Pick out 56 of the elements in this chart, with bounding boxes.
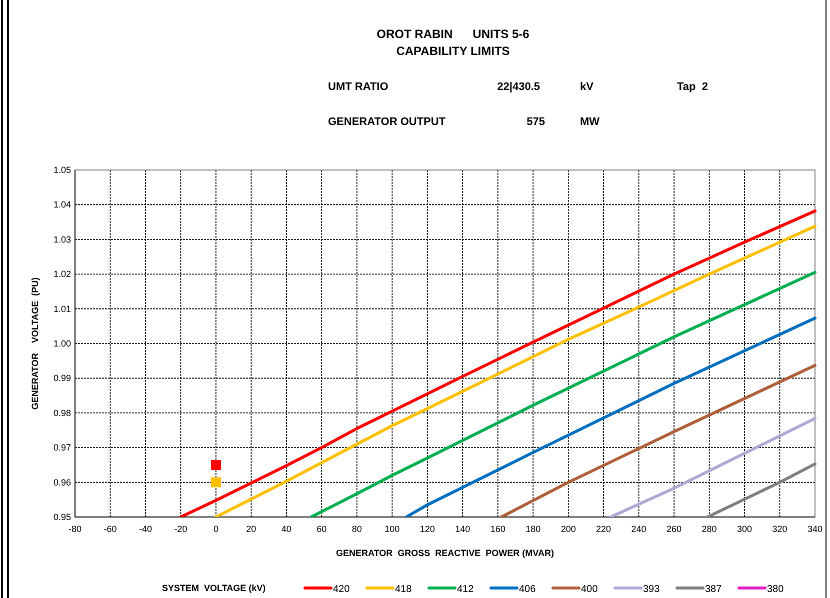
x-tick-label: 80 (352, 524, 362, 534)
line-series (404, 316, 816, 517)
x-tick-label: 40 (281, 524, 292, 534)
y-tick-label: 0.97 (53, 442, 71, 453)
y-tick-label: 0.95 (53, 512, 71, 522)
x-tick-label: 160 (490, 524, 506, 534)
legend-label: 400 (581, 584, 598, 595)
y-tick-label: 1.01 (53, 304, 71, 314)
text: 575 (526, 116, 545, 128)
x-tick-label: 100 (384, 524, 400, 534)
line-series (500, 364, 816, 517)
y-axis-title: GENERATOR VOLTAGE (PU) (30, 277, 40, 410)
legend-label: 387 (705, 584, 722, 595)
x-tick-label: 0 (213, 524, 218, 534)
x-tick-label: 180 (526, 524, 541, 534)
legend-label: 406 (519, 584, 536, 595)
legend-label: 418 (395, 584, 412, 595)
line-series (310, 270, 816, 517)
x-tick-label: 240 (631, 524, 646, 534)
x-tick-label: -80 (68, 524, 82, 534)
x-tick-label: 140 (455, 524, 470, 534)
x-tick-label: 300 (737, 524, 752, 534)
x-tick-label: 220 (596, 524, 612, 534)
text: UMT RATIO (328, 81, 389, 93)
x-tick-label: 340 (807, 524, 823, 534)
x-tick-label: 260 (666, 524, 682, 534)
text: kV (580, 81, 594, 93)
x-tick-label: -20 (174, 524, 188, 534)
chart-subtitle: CAPABILITY LIMITS (396, 44, 510, 58)
y-tick-label: 0.98 (53, 408, 71, 418)
x-tick-label: 280 (702, 524, 717, 534)
x-tick-label: 20 (246, 524, 256, 534)
y-tick-label: 1.02 (53, 269, 71, 280)
x-tick-label: 320 (772, 524, 788, 534)
x-tick-label: -40 (138, 524, 152, 534)
legend-label: 380 (767, 584, 784, 595)
legend-label: 420 (333, 584, 350, 595)
text: Tap 2 (677, 81, 708, 93)
y-tick-label: 1.04 (53, 200, 71, 210)
text: GENERATOR OUTPUT (328, 116, 446, 128)
y-tick-label: 1.03 (53, 234, 71, 244)
text: 22|430.5 (497, 81, 540, 93)
y-tick-label: 0.99 (53, 373, 71, 384)
legend-title: SYSTEM VOLTAGE (kV) (162, 583, 266, 593)
x-tick-label: -60 (104, 524, 117, 534)
x-tick-label: 60 (316, 524, 327, 534)
legend-label: 412 (457, 584, 474, 595)
x-tick-label: 200 (560, 524, 576, 534)
legend-label: 393 (643, 584, 660, 595)
x-axis-title: GENERATOR GROSS REACTIVE POWER (MVAR) (336, 548, 554, 558)
y-tick-label: 1.00 (53, 338, 71, 348)
x-tick-label: 120 (420, 524, 435, 534)
y-tick-label: 0.96 (53, 477, 71, 488)
text: MW (580, 116, 600, 128)
chart-title: OROT RABIN UNITS 5-6 (376, 27, 530, 41)
y-tick-label: 1.05 (53, 165, 71, 175)
